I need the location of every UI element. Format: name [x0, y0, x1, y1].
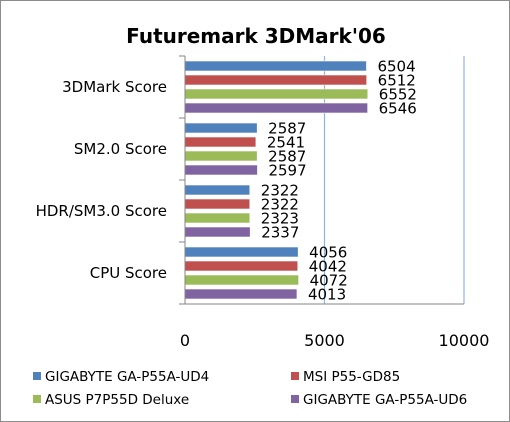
- bar-gigabyte-ga-p55a-ud6-3dmark-score: [184, 102, 368, 114]
- data-label-gigabyte-ga-p55a-ud4-cpu-score: 4056: [309, 244, 347, 262]
- bar-gigabyte-ga-p55a-ud6-cpu-score: [184, 288, 298, 300]
- data-label-gigabyte-ga-p55a-ud6-sm2-0-score: 2597: [268, 162, 306, 180]
- legend: GIGABYTE GA-P55A-UD4 MSI P55-GD85 ASUS P7P…: [33, 369, 467, 408]
- bar-gigabyte-ga-p55a-ud4-cpu-score: [184, 246, 299, 258]
- bar-gigabyte-ga-p55a-ud6-hdr-sm3-0-score: [184, 226, 251, 238]
- legend-swatch-msi-p55-gd85: [291, 372, 299, 380]
- legend-label-asus-p7p55d-deluxe: ASUS P7P55D Deluxe: [45, 392, 189, 408]
- bar-gigabyte-ga-p55a-ud4-hdr-sm3-0-score: [184, 184, 251, 196]
- data-label-asus-p7p55d-deluxe-hdr-sm3-0-score: 2323: [261, 210, 299, 228]
- category-label-sm2-0-score: SM2.0 Score: [74, 140, 167, 158]
- bar-gigabyte-ga-p55a-ud4-sm2-0-score: [184, 122, 258, 134]
- category-label-hdr-sm3-0-score: HDR/SM3.0 Score: [36, 202, 167, 220]
- bar-msi-p55-gd85-3dmark-score: [184, 74, 367, 86]
- chart-title: Futuremark 3DMark'06: [126, 24, 386, 48]
- legend-label-gigabyte-ga-p55a-ud6: GIGABYTE GA-P55A-UD6: [303, 392, 467, 408]
- bar-msi-p55-gd85-hdr-sm3-0-score: [184, 198, 251, 210]
- data-label-gigabyte-ga-p55a-ud4-3dmark-score: 6504: [377, 58, 415, 76]
- legend-label-gigabyte-ga-p55a-ud4: GIGABYTE GA-P55A-UD4: [45, 369, 209, 385]
- bar-asus-p7p55d-deluxe-cpu-score: [184, 274, 299, 286]
- bar-asus-p7p55d-deluxe-sm2-0-score: [184, 150, 258, 162]
- data-label-asus-p7p55d-deluxe-cpu-score: 4072: [310, 272, 348, 290]
- data-label-gigabyte-ga-p55a-ud4-sm2-0-score: 2587: [268, 120, 306, 138]
- bar-msi-p55-gd85-cpu-score: [184, 260, 299, 272]
- legend-swatch-asus-p7p55d-deluxe: [33, 395, 41, 403]
- data-label-gigabyte-ga-p55a-ud4-hdr-sm3-0-score: 2322: [261, 182, 299, 200]
- x-tick-label-0: 0: [180, 331, 190, 350]
- data-label-msi-p55-gd85-3dmark-score: 6512: [378, 72, 416, 90]
- x-tick-label-5000: 5000: [304, 331, 345, 350]
- bar-msi-p55-gd85-sm2-0-score: [184, 136, 257, 148]
- bar-gigabyte-ga-p55a-ud4-3dmark-score: [184, 60, 367, 72]
- data-label-msi-p55-gd85-cpu-score: 4042: [309, 258, 347, 276]
- legend-label-msi-p55-gd85: MSI P55-GD85: [303, 369, 400, 385]
- bar-asus-p7p55d-deluxe-3dmark-score: [184, 88, 369, 100]
- data-label-asus-p7p55d-deluxe-3dmark-score: 6552: [379, 86, 417, 104]
- x-tick-label-10000: 10000: [439, 331, 490, 350]
- data-label-gigabyte-ga-p55a-ud6-hdr-sm3-0-score: 2337: [261, 224, 299, 242]
- legend-swatch-gigabyte-ga-p55a-ud6: [291, 395, 299, 403]
- data-label-msi-p55-gd85-sm2-0-score: 2541: [267, 134, 305, 152]
- data-label-gigabyte-ga-p55a-ud6-3dmark-score: 6546: [379, 100, 417, 118]
- data-label-asus-p7p55d-deluxe-sm2-0-score: 2587: [268, 148, 306, 166]
- category-label-3dmark-score: 3DMark Score: [62, 78, 167, 96]
- category-label-cpu-score: CPU Score: [90, 264, 167, 282]
- bar-gigabyte-ga-p55a-ud6-sm2-0-score: [184, 164, 258, 176]
- data-label-gigabyte-ga-p55a-ud6-cpu-score: 4013: [308, 286, 346, 304]
- bar-asus-p7p55d-deluxe-hdr-sm3-0-score: [184, 212, 251, 224]
- data-label-msi-p55-gd85-hdr-sm3-0-score: 2322: [261, 196, 299, 214]
- legend-swatch-gigabyte-ga-p55a-ud4: [33, 372, 41, 380]
